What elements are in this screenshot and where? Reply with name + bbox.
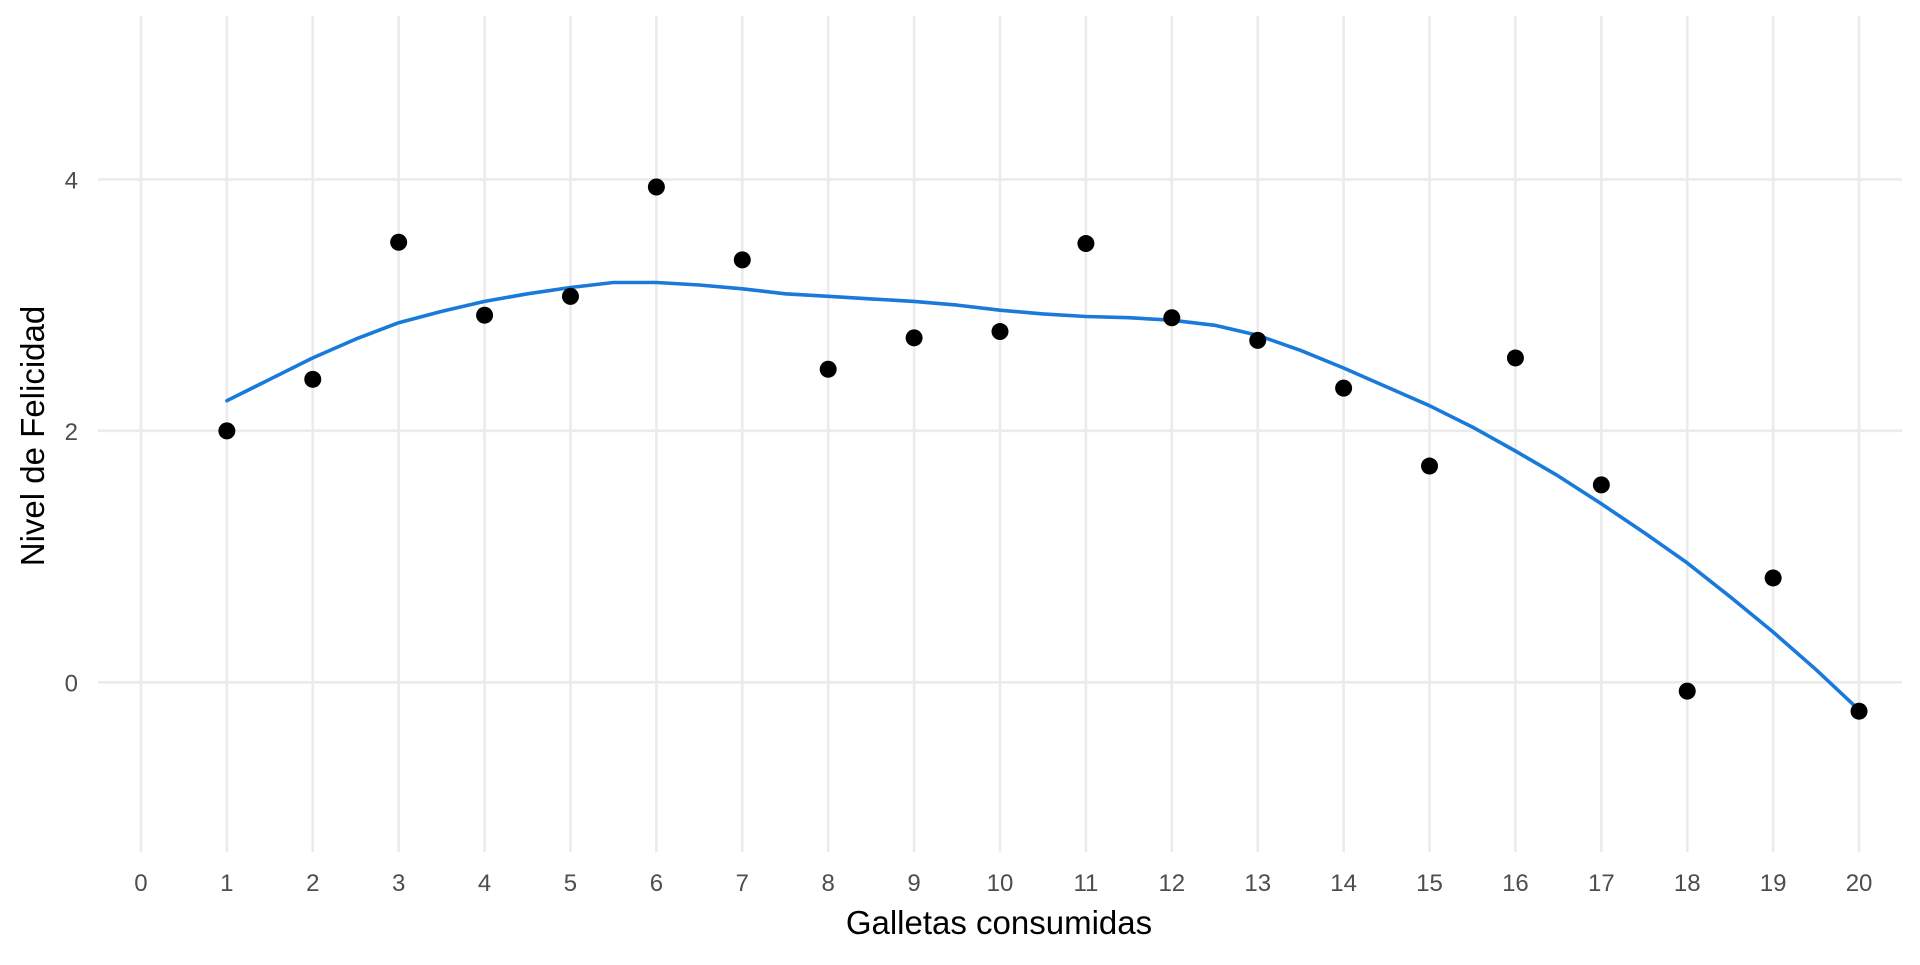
- data-point: [1850, 702, 1868, 720]
- x-tick-label: 9: [907, 870, 920, 897]
- data-point: [1249, 331, 1267, 349]
- data-point: [1506, 349, 1524, 367]
- x-tick-label: 20: [1846, 870, 1873, 897]
- data-point: [905, 329, 923, 347]
- data-point: [1678, 682, 1696, 700]
- data-point: [1335, 379, 1353, 397]
- x-tick-label: 11: [1073, 870, 1098, 897]
- x-tick-label: 1: [220, 870, 233, 897]
- smooth-line-layer: [225, 280, 1861, 712]
- x-tick-label: 3: [392, 870, 405, 897]
- x-tick-label: 15: [1416, 870, 1443, 897]
- data-point: [1077, 235, 1095, 253]
- x-tick-label: 6: [650, 870, 663, 897]
- scatter-points-layer: [218, 178, 1868, 720]
- x-tick-label: 8: [822, 870, 835, 897]
- y-axis-title: Nivel de Felicidad: [14, 306, 51, 566]
- data-point: [218, 422, 236, 440]
- data-point: [647, 178, 665, 196]
- x-tick-label: 18: [1674, 870, 1701, 897]
- x-tick-label: 17: [1588, 870, 1615, 897]
- y-tick-label: 2: [65, 419, 78, 446]
- x-tick-label: 19: [1760, 870, 1787, 897]
- x-tick-label: 10: [987, 870, 1014, 897]
- data-point: [1163, 309, 1181, 327]
- data-point: [476, 306, 494, 324]
- data-point: [819, 360, 837, 378]
- vertical-gridlines: [139, 16, 1861, 852]
- data-point: [1764, 569, 1782, 587]
- y-axis-tick-labels: 0 2 4: [65, 167, 78, 697]
- x-tick-label: 14: [1330, 870, 1357, 897]
- data-point: [304, 370, 322, 388]
- x-tick-label: 12: [1158, 870, 1185, 897]
- data-point: [1421, 457, 1439, 475]
- data-point: [1592, 476, 1610, 494]
- x-tick-label: 5: [564, 870, 577, 897]
- horizontal-gridlines: [98, 178, 1902, 684]
- y-tick-label: 4: [65, 167, 78, 194]
- x-tick-label: 16: [1502, 870, 1529, 897]
- x-tick-label: 13: [1244, 870, 1271, 897]
- x-axis-tick-labels: 0 1 2 3 4 5 6 7 8 9 10 11 12 13 14 15 16 17 18 19 20: [134, 870, 1872, 897]
- data-point: [561, 287, 579, 305]
- smooth-trend-line: [225, 280, 1861, 712]
- data-point: [991, 323, 1009, 341]
- x-tick-label: 0: [134, 870, 147, 897]
- x-axis-title: Galletas consumidas: [846, 904, 1152, 941]
- x-tick-label: 4: [478, 870, 491, 897]
- y-tick-label: 0: [65, 670, 78, 697]
- data-point: [390, 233, 408, 251]
- data-point: [733, 251, 751, 269]
- x-tick-label: 7: [736, 870, 749, 897]
- x-tick-label: 2: [306, 870, 319, 897]
